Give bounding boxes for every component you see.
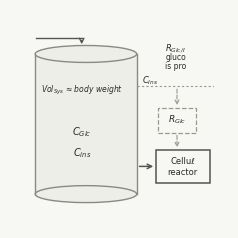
Polygon shape [156, 150, 209, 183]
Text: reactor: reactor [168, 168, 198, 177]
Text: $C_{\mathregular{Glc}}$: $C_{\mathregular{Glc}}$ [72, 126, 92, 139]
Text: $R_{\mathregular{Glc}}$: $R_{\mathregular{Glc}}$ [168, 114, 186, 126]
Text: Celluℓ: Celluℓ [170, 157, 195, 165]
Text: gluco: gluco [165, 53, 186, 62]
Polygon shape [35, 54, 137, 194]
Text: $C_{\mathregular{ins}}$: $C_{\mathregular{ins}}$ [73, 146, 91, 160]
Text: is pro: is pro [165, 62, 187, 71]
Ellipse shape [35, 186, 137, 203]
Text: $R_{\mathregular{Glc/I}}$: $R_{\mathregular{Glc/I}}$ [165, 42, 186, 55]
Text: $C_{\mathregular{Ins}}$: $C_{\mathregular{Ins}}$ [142, 75, 158, 87]
Text: Vol$_{\mathregular{Sys}}$ ≈ body weight: Vol$_{\mathregular{Sys}}$ ≈ body weight [41, 84, 123, 97]
Ellipse shape [35, 45, 137, 62]
